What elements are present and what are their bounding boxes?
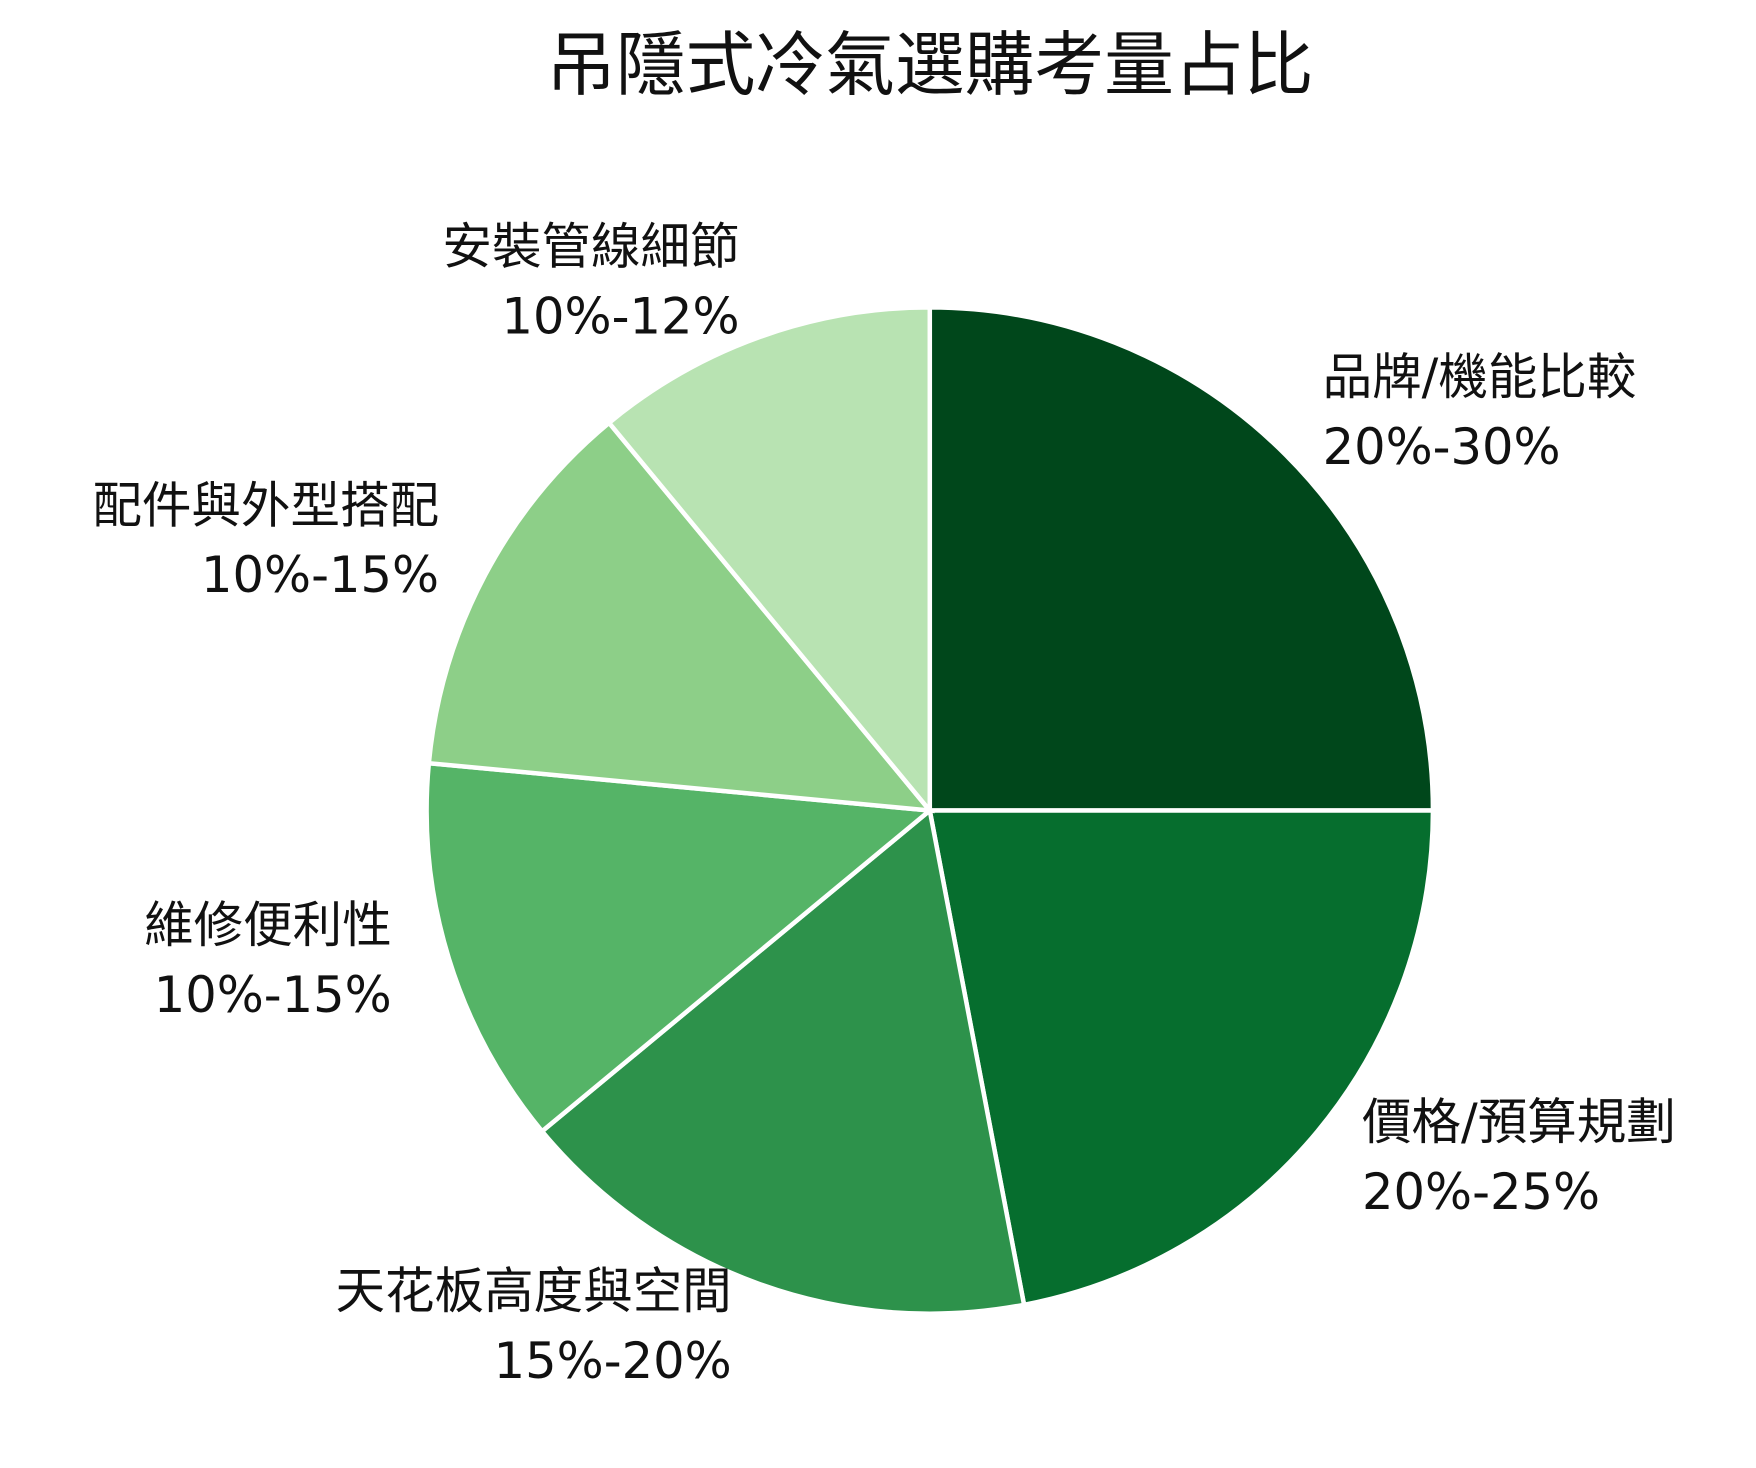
slice-label: 配件與外型搭配 [92,476,439,534]
value-label: 10%-15% [201,546,439,604]
slice-label: 品牌/機能比較 [1323,348,1637,406]
value-label: 10%-12% [502,287,740,345]
labels: 品牌/機能比較 20%-30% 價格/預算規劃 20%-25% 天花板高度與空間 15%-… [92,217,1675,1389]
chart-title: 吊隱式冷氣選購考量占比 [546,25,1313,106]
pie-slice [605,305,933,817]
pie-slice [927,305,1436,813]
pie-slice [424,760,936,1135]
slice-label: 安裝管線細節 [442,217,739,275]
value-label: 15%-20% [494,1332,732,1390]
pie-slice [426,419,935,814]
slice-label: 維修便利性 [144,896,392,954]
pie-slice [538,806,1027,1316]
pie-slice [927,808,1436,1308]
value-label: 20%-30% [1323,418,1561,476]
value-label: 10%-15% [154,966,392,1024]
slice-label: 價格/預算規劃 [1362,1093,1676,1151]
pie [424,305,1436,1316]
value-label: 20%-25% [1362,1163,1600,1221]
slice-label: 天花板高度與空間 [336,1262,732,1320]
